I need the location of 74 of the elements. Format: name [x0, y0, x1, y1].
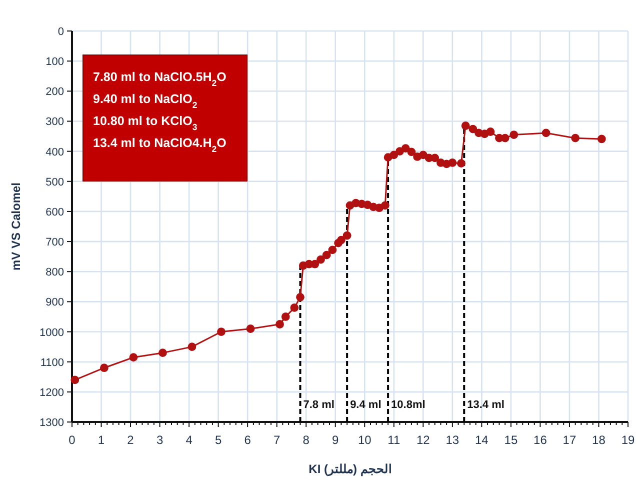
y-tick-label: 500 — [46, 176, 64, 188]
point — [296, 292, 304, 302]
y-tick-label: 0 — [58, 26, 64, 38]
point — [217, 328, 226, 336]
x-tick-label: 15 — [504, 433, 518, 447]
annotation: 10.80 ml to KClO$_{3}$ — [93, 114, 198, 132]
x-tick-label: 16 — [534, 433, 548, 447]
point — [276, 320, 284, 328]
point — [70, 376, 80, 384]
x-tick-label: 8 — [302, 433, 310, 447]
point — [380, 201, 390, 210]
point — [337, 236, 346, 244]
y-tick-label: 200 — [46, 86, 64, 98]
point — [542, 128, 550, 138]
point — [322, 250, 331, 260]
y-tick-label: 1000 — [40, 326, 64, 339]
x-tick-label: 0 — [68, 433, 76, 447]
x-tick-label: 7 — [274, 433, 280, 447]
point — [129, 353, 138, 362]
point — [316, 255, 325, 264]
y-tick-label: 100 — [46, 56, 64, 68]
point — [188, 342, 196, 352]
x-tick-label: 3 — [156, 433, 164, 447]
y-tick-label: 1300 — [40, 417, 64, 429]
point — [461, 122, 470, 130]
point — [401, 144, 410, 152]
point — [486, 128, 495, 136]
point — [246, 324, 255, 333]
x-tick-label: 14 — [475, 433, 489, 447]
annotation: 7.80 ml to NaClO.5H$_{2}$O — [93, 70, 227, 88]
y-axis-title: mV VS Calomel — [9, 182, 23, 271]
annotation: 9.40 ml to NaClO$_{2}$ — [93, 92, 198, 110]
ref-line-label: 7.8 ml — [303, 399, 334, 411]
y-tick-label: 900 — [46, 296, 64, 309]
x-tick-label: 2 — [127, 433, 134, 447]
ref-line-label: 9.4 ml — [350, 399, 382, 411]
x-axis-title: الحجم (مللتر) KI — [308, 462, 392, 477]
ref-line-label: 13.4 ml — [467, 399, 504, 411]
x-tick-label: 9 — [332, 433, 340, 447]
x-tick-label: 10 — [358, 433, 372, 447]
point — [390, 150, 398, 160]
point — [407, 148, 416, 156]
ref-line-label: 10.8ml — [391, 399, 426, 411]
point — [510, 130, 518, 139]
point — [468, 124, 478, 134]
y-tick-label: 300 — [46, 116, 64, 128]
point — [310, 260, 320, 268]
x-tick-label: 11 — [388, 433, 400, 447]
y-tick-label: 400 — [46, 146, 64, 158]
x-tick-label: 13 — [446, 433, 460, 447]
point — [158, 348, 167, 358]
x-tick-label: 4 — [186, 433, 193, 447]
y-tick-label: 700 — [46, 236, 64, 249]
y-tick-label: 600 — [46, 206, 64, 218]
x-tick-label: 1 — [98, 433, 105, 447]
point — [597, 134, 606, 144]
point — [342, 231, 352, 240]
x-tick-label: 19 — [621, 433, 635, 447]
x-tick-label: 6 — [244, 433, 252, 447]
y-tick-label: 1200 — [40, 386, 64, 399]
point — [571, 134, 580, 142]
x-tick-label: 17 — [562, 433, 576, 447]
point — [448, 158, 457, 167]
x-tick-label: 18 — [592, 433, 606, 447]
y-tick-label: 800 — [46, 266, 64, 279]
point — [100, 364, 108, 372]
x-tick-label: 12 — [416, 433, 430, 447]
point — [328, 246, 337, 254]
point — [281, 312, 290, 321]
point — [290, 304, 299, 312]
point — [457, 159, 466, 168]
annotation: 13.4 ml to NaClO4.H$_{2}$O — [93, 136, 227, 154]
x-tick-label: 5 — [214, 433, 222, 447]
y-tick-label: 1100 — [40, 356, 64, 369]
